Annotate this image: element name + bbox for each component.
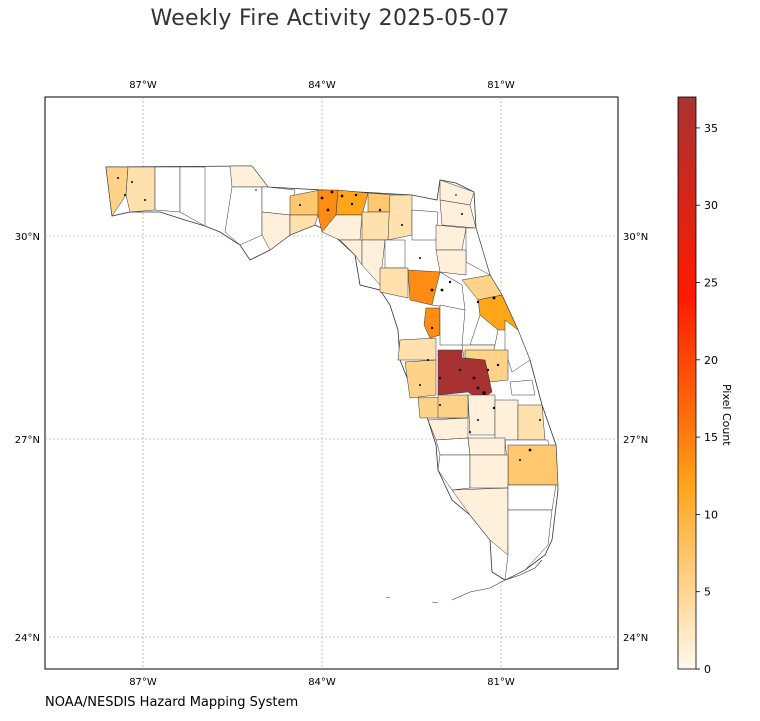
county-brevard[interactable] [504,319,531,373]
county-okaloosa[interactable] [154,166,181,213]
fire-points [117,177,541,461]
colorbar-tick-label: 15 [704,431,718,444]
county-putnam[interactable] [435,249,467,276]
county-columbia[interactable] [387,194,413,241]
colorbar-tick-label: 25 [704,277,718,290]
county-indian-river[interactable] [509,379,536,396]
lat-label-right-24: 24°N [623,633,648,644]
colorbar [677,96,697,670]
colorbar-tick-label: 10 [704,508,718,521]
county-miami-dade[interactable] [504,509,553,581]
county-calhoun[interactable] [224,186,263,246]
county-levy[interactable] [379,267,409,299]
colorbar-tick-label: 5 [704,586,711,599]
map-title: Weekly Fire Activity 2025-05-07 [150,6,510,31]
county-suwannee[interactable] [361,211,391,241]
county-layer [105,165,559,581]
county-clay[interactable] [435,224,467,251]
county-lee[interactable] [437,454,471,491]
lat-label-right-30: 30°N [623,232,648,243]
colorbar-tick-label: 35 [704,122,718,135]
axis-labels: 87°W 84°W 81°W 87°W 84°W 81°W 30°N 27°N … [15,80,648,688]
county-escambia[interactable] [105,166,129,217]
lat-label-left-24: 24°N [15,633,40,644]
lat-label-left-30: 30°N [15,232,40,243]
county-hernando[interactable] [397,337,437,361]
county-highlands[interactable] [467,394,496,436]
lon-label-bottom-81: 81°W [487,677,515,688]
county-okeechobee[interactable] [494,399,519,441]
county-hardee[interactable] [437,394,469,419]
lon-label-top-81: 81°W [487,80,515,91]
county-palm-beach[interactable] [507,444,559,486]
county-gilchrist[interactable] [384,239,406,269]
county-broward[interactable] [507,484,557,511]
lat-label-right-27: 27°N [623,435,648,446]
county-st-lucie[interactable] [517,404,546,441]
lat-label-left-27: 27°N [15,435,40,446]
county-madison[interactable] [335,189,369,216]
county-wakulla[interactable] [289,214,319,236]
county-union[interactable] [411,209,439,241]
county-hendry[interactable] [469,454,509,489]
county-glades[interactable] [467,437,506,456]
county-walton[interactable] [179,166,206,227]
colorbar-ticks: 0 5 10 15 20 25 30 35 [696,122,718,676]
county-pasco[interactable] [404,359,437,399]
county-santa-rosa[interactable] [125,166,156,213]
lon-label-top-87: 87°W [129,80,157,91]
county-liberty[interactable] [261,211,291,251]
colorbar-tick-label: 20 [704,354,718,367]
keys-islands [385,559,543,604]
lon-label-bottom-84: 84°W [308,677,336,688]
lon-label-top-84: 84°W [308,80,336,91]
county-lake[interactable] [439,304,466,346]
lon-label-bottom-87: 87°W [129,677,157,688]
county-osceola[interactable] [464,349,509,383]
county-collier[interactable] [451,487,509,556]
county-citrus[interactable] [423,307,441,339]
credit-text: NOAA/NESDIS Hazard Mapping System [45,695,299,710]
county-charlotte[interactable] [435,437,471,456]
colorbar-tick-label: 30 [704,199,718,212]
colorbar-label: Pixel Count [720,384,733,446]
colorbar-tick-label: 0 [704,663,711,676]
